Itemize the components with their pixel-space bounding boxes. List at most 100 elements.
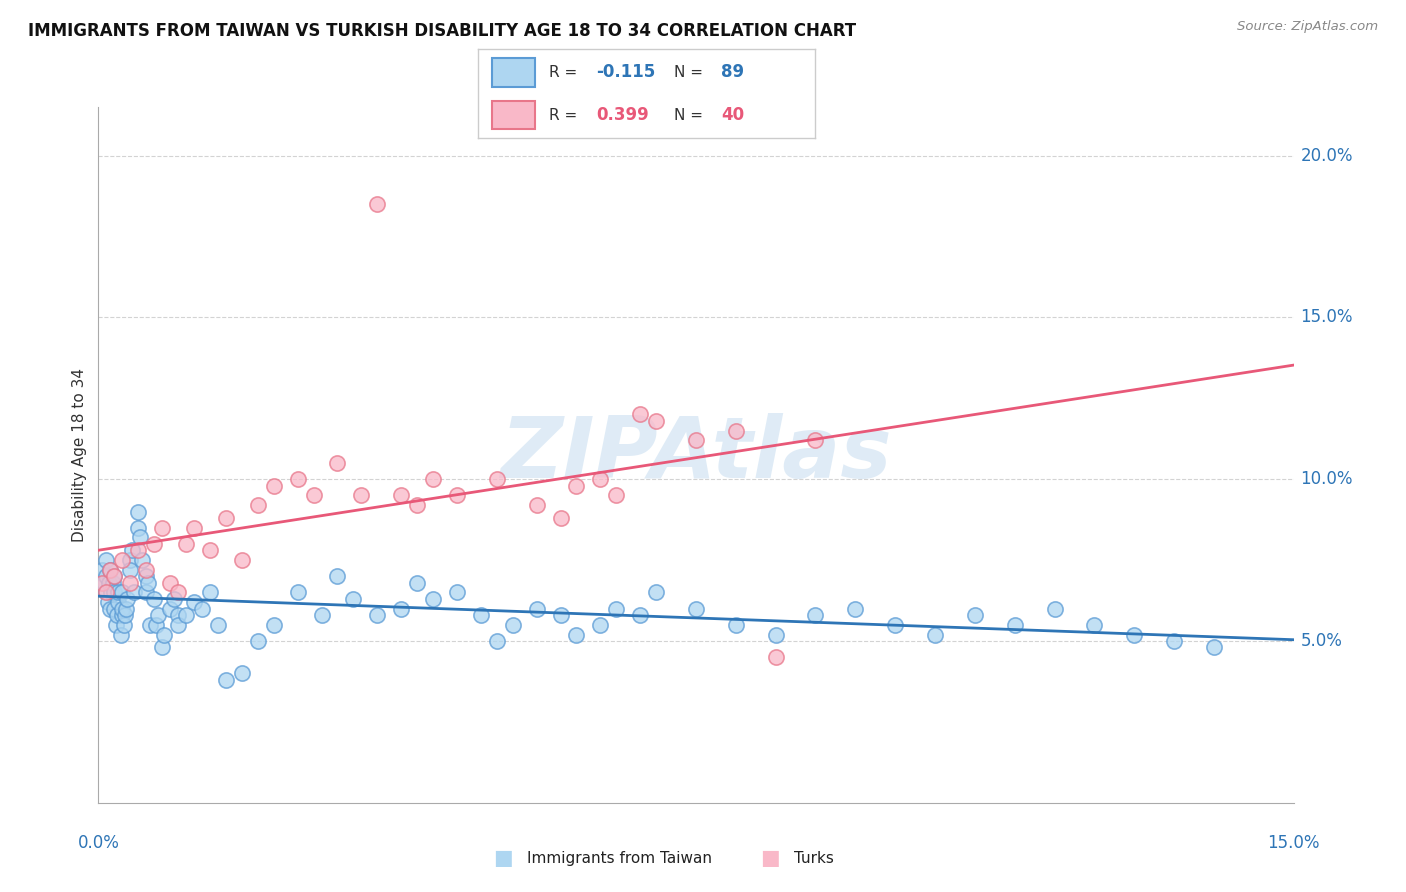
Point	[1083, 617, 1105, 632]
Point	[152, 627, 174, 641]
Point	[246, 634, 269, 648]
Point	[645, 414, 668, 428]
Point	[127, 504, 149, 518]
Point	[107, 595, 129, 609]
Point	[485, 634, 508, 648]
Point	[96, 569, 118, 583]
Point	[924, 627, 946, 641]
Point	[302, 488, 325, 502]
Point	[91, 575, 114, 590]
Point	[97, 595, 120, 609]
Point	[148, 608, 170, 623]
Text: 0.399: 0.399	[596, 106, 650, 124]
Point	[167, 608, 190, 623]
Point	[1163, 634, 1185, 648]
Text: 5.0%: 5.0%	[1301, 632, 1343, 650]
Point	[526, 498, 548, 512]
Point	[145, 617, 167, 632]
Point	[96, 585, 118, 599]
Text: -0.115: -0.115	[596, 63, 655, 81]
Point	[326, 456, 349, 470]
Point	[103, 569, 125, 583]
Point	[311, 608, 333, 623]
Point	[167, 585, 190, 599]
Point	[565, 627, 588, 641]
Point	[366, 608, 388, 623]
Point	[884, 617, 907, 632]
Point	[100, 585, 122, 599]
Point	[589, 472, 612, 486]
Point	[127, 543, 149, 558]
Text: 40: 40	[721, 106, 744, 124]
Text: N =: N =	[673, 65, 707, 79]
Point	[103, 601, 125, 615]
Point	[446, 585, 468, 599]
Text: 15.0%: 15.0%	[1267, 834, 1320, 852]
Text: IMMIGRANTS FROM TAIWAN VS TURKISH DISABILITY AGE 18 TO 34 CORRELATION CHART: IMMIGRANTS FROM TAIWAN VS TURKISH DISABI…	[28, 22, 856, 40]
Point	[101, 575, 124, 590]
Point	[191, 601, 214, 615]
Point	[263, 617, 285, 632]
Point	[485, 472, 508, 486]
Point	[263, 478, 285, 492]
Text: Immigrants from Taiwan: Immigrants from Taiwan	[527, 851, 713, 865]
Bar	[492, 101, 536, 129]
Point	[765, 627, 787, 641]
Text: 10.0%: 10.0%	[1301, 470, 1353, 488]
Point	[963, 608, 986, 623]
Point	[605, 488, 627, 502]
Point	[104, 617, 127, 632]
Point	[550, 511, 572, 525]
Point	[120, 553, 142, 567]
Point	[139, 617, 162, 632]
Point	[470, 608, 492, 623]
Point	[143, 537, 166, 551]
Point	[565, 478, 588, 492]
Point	[422, 472, 444, 486]
Y-axis label: Disability Age 18 to 34: Disability Age 18 to 34	[72, 368, 87, 542]
Point	[97, 575, 120, 590]
Text: ■: ■	[494, 848, 513, 868]
Point	[150, 521, 173, 535]
Point	[115, 591, 138, 606]
Text: Source: ZipAtlas.com: Source: ZipAtlas.com	[1237, 20, 1378, 33]
Point	[103, 585, 125, 599]
Point	[207, 617, 229, 632]
Point	[112, 617, 135, 632]
Point	[1202, 640, 1225, 655]
Point	[103, 569, 125, 583]
Point	[111, 553, 134, 567]
Point	[111, 608, 134, 623]
Point	[96, 585, 118, 599]
Text: N =: N =	[673, 108, 707, 122]
Point	[287, 472, 309, 486]
Point	[246, 498, 269, 512]
Point	[844, 601, 866, 615]
Point	[110, 627, 132, 641]
Point	[120, 575, 142, 590]
Point	[111, 601, 134, 615]
Point	[93, 575, 115, 590]
Point	[422, 591, 444, 606]
Point	[804, 608, 827, 623]
Point	[127, 521, 149, 535]
Point	[589, 617, 612, 632]
Point	[121, 543, 143, 558]
Text: Turks: Turks	[794, 851, 834, 865]
Point	[183, 521, 205, 535]
Point	[526, 601, 548, 615]
Point	[128, 531, 150, 545]
Text: 15.0%: 15.0%	[1301, 309, 1353, 326]
Point	[446, 488, 468, 502]
Point	[685, 434, 707, 448]
Text: 0.0%: 0.0%	[77, 834, 120, 852]
Point	[183, 595, 205, 609]
Point	[115, 601, 138, 615]
Point	[198, 585, 221, 599]
Point	[131, 553, 153, 567]
Point	[174, 537, 197, 551]
Point	[342, 591, 364, 606]
Point	[389, 488, 412, 502]
Text: 89: 89	[721, 63, 744, 81]
Point	[287, 585, 309, 599]
